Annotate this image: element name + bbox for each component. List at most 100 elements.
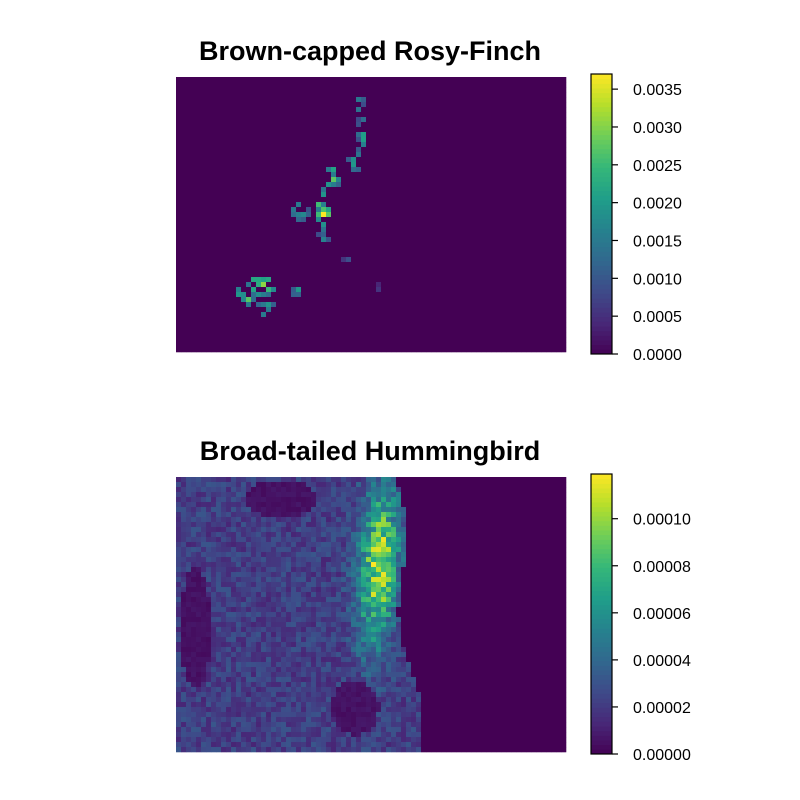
heat-cell <box>186 182 192 188</box>
heat-cell <box>406 192 412 198</box>
heat-cell <box>486 227 492 233</box>
heat-cell <box>556 77 562 83</box>
heat-cell <box>511 512 517 518</box>
heat-cell <box>546 307 552 313</box>
colorbar-segment <box>591 139 612 145</box>
heat-cell <box>196 207 202 213</box>
colorbar-segment <box>591 120 612 126</box>
heat-cell <box>491 207 497 213</box>
heat-cell <box>496 272 502 278</box>
heat-cell <box>216 492 222 498</box>
heat-cell <box>346 337 352 343</box>
heat-cell <box>321 107 327 113</box>
heat-cell <box>321 282 327 288</box>
heat-cell <box>366 77 372 83</box>
heat-cell <box>381 112 387 118</box>
heat-cell <box>396 297 402 303</box>
heat-cell <box>426 337 432 343</box>
heat-cell <box>266 182 272 188</box>
heat-cell <box>266 337 272 343</box>
heat-cell <box>516 307 522 313</box>
heat-cell <box>466 232 472 238</box>
heat-cell <box>456 337 462 343</box>
heat-cell <box>556 507 562 513</box>
heat-cell <box>266 172 272 178</box>
heat-cell <box>371 157 377 163</box>
heat-cell <box>316 247 322 253</box>
heat-cell <box>376 332 382 338</box>
heat-cell <box>231 502 237 508</box>
heat-cell <box>426 332 432 338</box>
heat-cell <box>431 312 437 318</box>
heat-cell <box>286 232 292 238</box>
heat-cell <box>326 82 332 88</box>
heat-cell <box>411 277 417 283</box>
heat-cell <box>391 152 397 158</box>
heat-cell <box>546 212 552 218</box>
heat-cell <box>181 197 187 203</box>
heat-cell <box>391 182 397 188</box>
heat-cell <box>466 172 472 178</box>
heat-cell <box>206 312 212 318</box>
heat-cell <box>266 507 272 513</box>
heat-cell <box>446 477 452 483</box>
colorbar-segment <box>591 284 612 290</box>
heat-cell <box>181 287 187 293</box>
heat-cell <box>346 307 352 313</box>
heat-cell <box>226 147 232 153</box>
heat-cell <box>186 187 192 193</box>
heat-cell <box>271 482 277 488</box>
heat-cell <box>476 192 482 198</box>
heat-cell <box>466 207 472 213</box>
heat-cell <box>246 317 252 323</box>
heat-cell <box>501 127 507 133</box>
heat-cell <box>316 152 322 158</box>
heat-cell <box>186 167 192 173</box>
heat-cell <box>316 327 322 333</box>
heat-cell <box>441 162 447 168</box>
heat-cell <box>526 252 532 258</box>
heat-cell <box>536 182 542 188</box>
heat-cell <box>261 172 267 178</box>
heat-cell <box>556 482 562 488</box>
heat-cell <box>276 157 282 163</box>
heat-cell <box>331 252 337 258</box>
heat-cell <box>516 317 522 323</box>
heat-cell <box>546 287 552 293</box>
colorbar-tick-label: 0.0010 <box>633 271 682 288</box>
heat-cell <box>306 137 312 143</box>
heat-cell <box>266 487 272 493</box>
heat-cell <box>341 507 347 513</box>
heat-cell <box>221 322 227 328</box>
heat-cell <box>511 207 517 213</box>
heat-cell <box>266 127 272 133</box>
heat-cell <box>416 327 422 333</box>
heat-cell <box>271 332 277 338</box>
heat-cell <box>381 137 387 143</box>
heat-cell <box>411 257 417 263</box>
heat-cell <box>261 487 267 493</box>
heat-cell <box>306 127 312 133</box>
heat-cell <box>431 287 437 293</box>
heat-cell <box>351 347 357 353</box>
heat-cell <box>231 337 237 343</box>
heat-cell <box>536 252 542 258</box>
heat-cell <box>416 477 422 483</box>
heat-cell <box>506 202 512 208</box>
heat-cell <box>341 207 347 213</box>
heat-cell <box>351 217 357 223</box>
heat-cell <box>186 322 192 328</box>
heat-cell <box>326 112 332 118</box>
heat-cell <box>186 172 192 178</box>
heat-cell <box>351 97 357 103</box>
heat-cell <box>396 87 402 93</box>
heat-cell <box>461 142 467 148</box>
heat-cell <box>201 252 207 258</box>
heat-cell <box>311 177 317 183</box>
heat-cell <box>536 137 542 143</box>
heat-cell <box>206 477 212 483</box>
heat-cell <box>201 97 207 103</box>
heat-cell <box>296 182 302 188</box>
heat-cell <box>436 102 442 108</box>
heat-cell <box>411 287 417 293</box>
